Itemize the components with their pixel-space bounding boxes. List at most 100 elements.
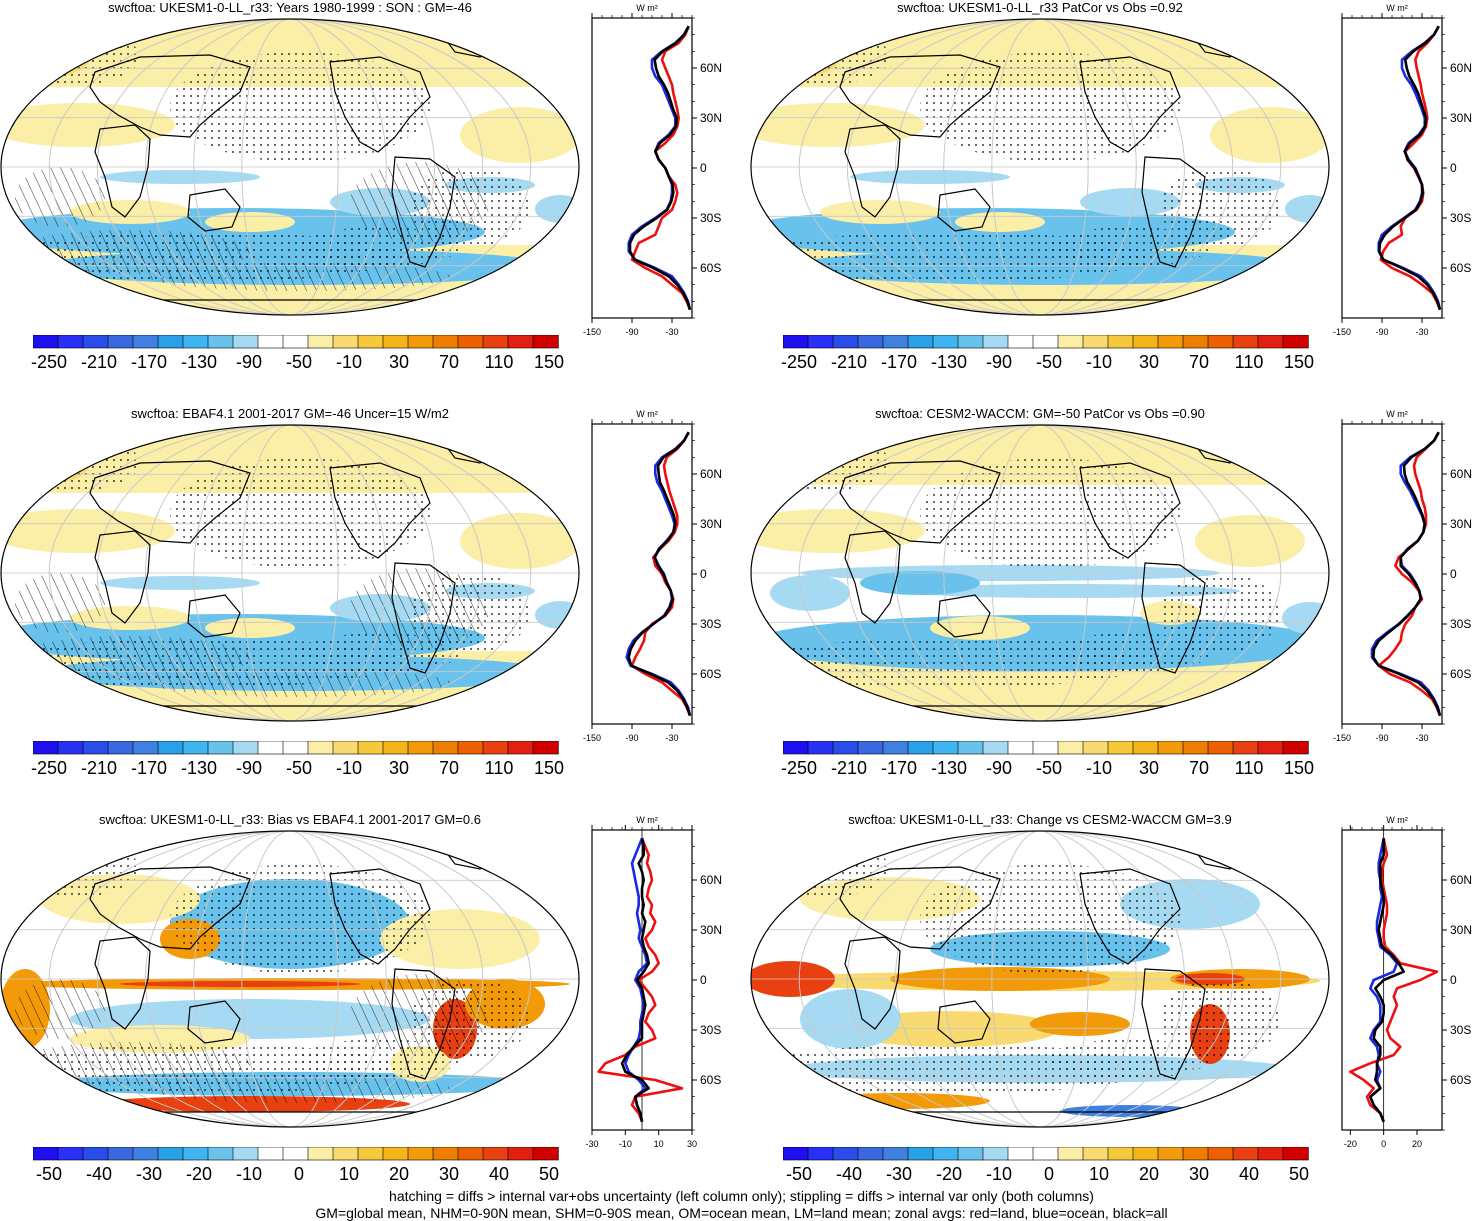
colorbar-swatch [857,1147,884,1161]
colorbar-labels: -250 -210 -170 -130 -90 -50 -10 30 70 11… [31,758,564,784]
stipple-region [170,864,430,974]
colorbar-swatch [457,1147,484,1161]
colorbar-label: -210 [80,352,118,372]
coastline [391,156,456,268]
colorbar-swatch [332,1147,359,1161]
colorbar-swatch [807,335,834,349]
colorbar-swatch [932,741,959,755]
colorbar-swatch [1157,1147,1184,1161]
colorbar-label: 30 [1138,758,1160,778]
colorbar-swatch [857,335,884,349]
zonal-xtick-label: 20 [1412,1139,1422,1149]
zonal-units-label: W m² [1386,409,1408,419]
graticule-longitude [846,425,1234,721]
coastline [187,1000,241,1044]
zonal-ytick-label: 0 [700,567,707,581]
colorbar-swatch [33,1147,59,1161]
colorbar-swatch [357,335,384,349]
coastline [391,562,456,674]
zonal-xtick-label: -90 [1375,327,1388,337]
zonal-xtick-label: -30 [665,733,678,743]
zonal-units-label: W m² [1386,815,1408,825]
stipple-region [1050,227,1210,267]
colorbar-swatch [932,1147,959,1161]
colorbar-swatch [232,741,259,755]
colorbar-label: 20 [1138,1164,1160,1184]
zonal-xtick-label: 10 [654,1139,664,1149]
colorbar-swatch [1057,1147,1084,1161]
coastline [937,1000,991,1044]
colorbar-swatch [932,335,959,349]
stipple-region [1160,573,1280,653]
colorbar-labels: -250 -210 -170 -130 -90 -50 -10 30 70 11… [31,352,564,378]
map-field-region [1195,515,1305,567]
colorbar-swatch [783,335,809,349]
colorbar-label: -170 [880,758,918,778]
colorbar-swatch [432,1147,459,1161]
panel-6: swcftoa: UKESM1-0-LL_r33: Change vs CESM… [750,812,1483,1192]
colorbar-swatch [1082,1147,1109,1161]
colorbar-label: -20 [185,1164,213,1184]
graticule-longitude [943,19,1137,315]
colorbar-swatch [1132,335,1159,349]
zonal-ytick-label: 30N [1450,111,1472,125]
colorbar-label: -90 [235,352,263,372]
panel-3: swcftoa: EBAF4.1 2001-2017 GM=-46 Uncer=… [0,406,735,786]
zonal-units-label: W m² [1386,3,1408,13]
graticule-longitude [145,19,435,315]
zonal-ytick-label: 0 [1450,161,1457,175]
graticule-longitude [96,831,484,1127]
colorbar-swatch [532,1147,559,1161]
stipple-region [751,1044,1150,1094]
zonal-plot-frame [1341,423,1443,725]
coastline [94,936,151,1030]
colorbar-swatch [82,1147,109,1161]
zonal-xtick-label: -150 [1333,733,1351,743]
map-field-region [850,170,1010,184]
map-plot [750,18,1330,316]
colorbar-label: -10 [985,1164,1013,1184]
coastline [329,462,431,559]
colorbar-swatch [132,741,159,755]
zonal-xtick-label: -10 [619,1139,632,1149]
zonal-ytick-label: 0 [700,161,707,175]
colorbar-swatch [832,335,859,349]
colorbar-swatch [1107,1147,1134,1161]
colorbar-label: -130 [180,758,218,778]
coastline [187,594,241,638]
colorbar-label: -50 [35,1164,63,1184]
colorbar-swatch [957,1147,984,1161]
coastline [839,460,1001,544]
map-plot [0,830,580,1128]
colorbar-swatch [807,741,834,755]
zonal-ytick-label: 30N [700,923,722,937]
zonal-line-land [1348,838,1439,1123]
colorbar-swatch [1082,741,1109,755]
colorbar-swatch [1007,741,1034,755]
colorbar-swatch [307,741,334,755]
colorbar-swatch [1182,1147,1209,1161]
colorbar-label: 30 [1138,352,1160,372]
colorbar-labels: -50 -40 -30 -20 -10 0 10 20 30 40 50 [33,1164,559,1190]
hatch-region [15,167,105,227]
colorbar-swatch [882,741,909,755]
colorbar-swatch [1282,741,1309,755]
map-field-region [751,509,925,553]
colorbar-swatch [907,1147,934,1161]
colorbar-swatch [1207,1147,1234,1161]
colorbar-swatch [382,1147,409,1161]
colorbar-swatch [982,741,1009,755]
map-field [1,831,579,1127]
map-field-region [860,571,980,595]
colorbar [33,1147,559,1161]
colorbar-label: 30 [388,352,410,372]
map-field-region [900,584,1240,598]
zonal-ytick-label: 60S [1450,667,1471,681]
coastline [329,56,431,153]
map-plot [0,18,580,316]
colorbar-swatch [507,335,534,349]
map-field-region [1,509,175,553]
zonal-line-all [620,838,650,1122]
stipple-region [751,638,1150,688]
coastline [937,594,991,638]
